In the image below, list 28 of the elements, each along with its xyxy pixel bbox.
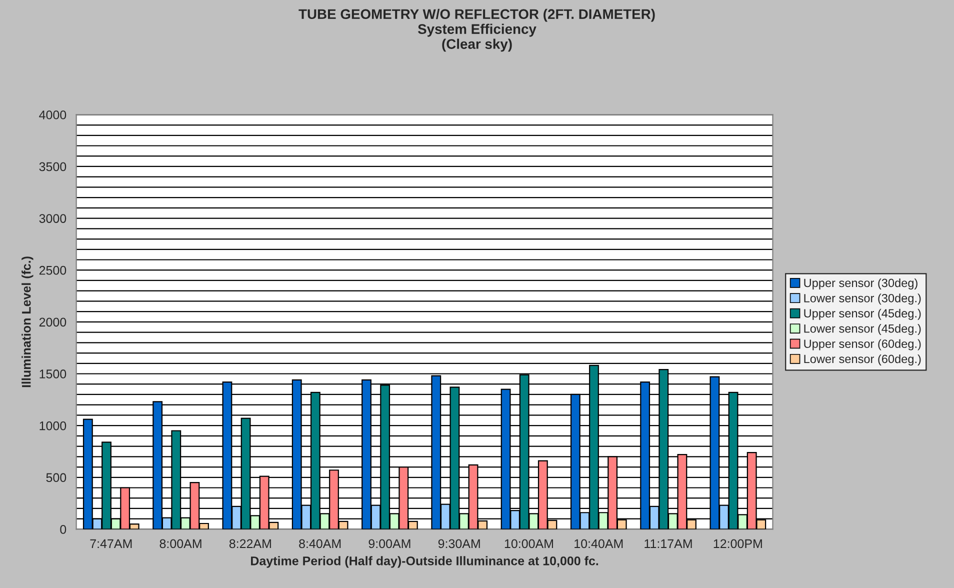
x-tick-label: 11:17AM bbox=[644, 539, 692, 548]
x-tick-label: 9:30AM bbox=[438, 539, 480, 548]
y-tick-label: 0 bbox=[60, 525, 66, 534]
y-tick-label: 500 bbox=[46, 473, 66, 482]
chart-title: TUBE GEOMETRY W/O REFLECTOR (2FT. DIAMETER) System Efficiency (Clear sky) bbox=[298, 8, 655, 52]
legend-label: Lower sensor (45deg.) bbox=[804, 324, 921, 336]
x-tick-label: 9:00AM bbox=[368, 539, 410, 548]
x-tick-label: 8:22AM bbox=[229, 539, 271, 548]
y-tick-label: 1000 bbox=[40, 421, 66, 430]
y-axis-title: Illumination Level (fc.) bbox=[22, 256, 34, 388]
y-tick-label: 3500 bbox=[39, 162, 66, 172]
legend-label: Lower sensor (30deg.) bbox=[804, 294, 921, 305]
x-tick-label: 8:00AM bbox=[160, 539, 202, 548]
legend-label: Lower sensor (60deg.) bbox=[804, 354, 921, 366]
x-tick-label: 10:00AM bbox=[504, 539, 553, 548]
legend-label: Upper sensor (45deg.) bbox=[804, 308, 921, 320]
y-tick-label: 2500 bbox=[39, 266, 66, 275]
x-tick-label: 7:47AM bbox=[90, 539, 132, 548]
x-tick-label: 12:00PM bbox=[714, 539, 762, 548]
x-axis-title: Daytime Period (Half day)-Outside Illuminance at 10,000 fc. bbox=[251, 556, 598, 568]
y-tick-label: 3000 bbox=[39, 214, 66, 223]
y-tick-label: 1500 bbox=[40, 370, 66, 378]
x-tick-label: 8:40AM bbox=[299, 539, 341, 548]
y-tick-label: 4000 bbox=[39, 110, 66, 120]
x-tick-label: 10:40AM bbox=[574, 539, 623, 548]
legend-label: Upper sensor (30deg) bbox=[804, 278, 918, 290]
y-tick-label: 2000 bbox=[39, 318, 66, 327]
legend-label: Upper sensor (60deg.) bbox=[804, 339, 921, 350]
